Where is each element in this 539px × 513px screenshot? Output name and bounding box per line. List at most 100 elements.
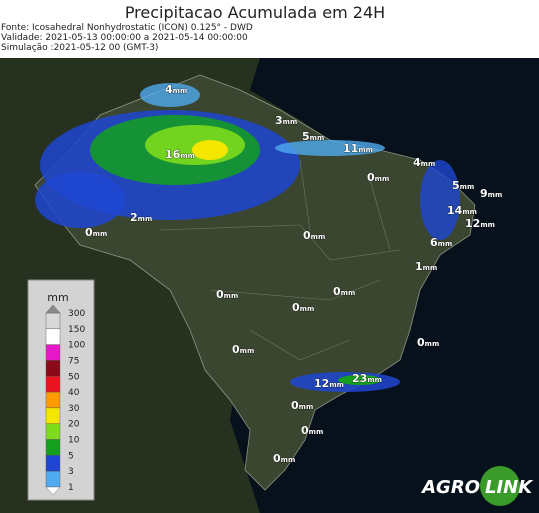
label-value: 1 [415, 260, 423, 273]
label-unit: mm [173, 87, 188, 95]
label-unit: mm [300, 305, 315, 313]
legend-arrow-top [45, 304, 61, 314]
label-value: 0 [291, 399, 299, 412]
label-unit: mm [421, 160, 436, 168]
label-unit: mm [240, 347, 255, 355]
map-label: 0mm [301, 424, 323, 437]
legend-label: 5 [68, 451, 74, 461]
map-label: 0mm [333, 285, 355, 298]
label-value: 5 [452, 179, 460, 192]
legend-swatch [45, 328, 61, 345]
legend-swatch [45, 455, 61, 472]
label-unit: mm [438, 240, 453, 248]
logo-right: LINK [485, 477, 534, 498]
label-unit: mm [480, 221, 495, 229]
legend-box [27, 279, 95, 501]
label-unit: mm [460, 183, 475, 191]
label-value: 3 [275, 114, 283, 127]
map-label: 5mm [452, 179, 474, 192]
precipitation [35, 83, 460, 392]
map-label: 0mm [367, 171, 389, 184]
label-unit: mm [138, 215, 153, 223]
legend-swatch [45, 407, 61, 424]
label-unit: mm [299, 403, 314, 411]
legend-label: 3 [68, 467, 74, 477]
label-unit: mm [224, 292, 239, 300]
label-value: 0 [303, 229, 311, 242]
label-value: 16 [165, 148, 181, 161]
map-label: 9mm [480, 187, 502, 200]
label-unit: mm [488, 191, 503, 199]
title: Precipitacao Acumulada em 24H [125, 3, 385, 22]
label-unit: mm [281, 456, 296, 464]
label-value: 6 [430, 236, 438, 249]
logo-circle [480, 466, 520, 506]
label-value: 2 [130, 211, 138, 224]
label-unit: mm [341, 289, 356, 297]
label-value: 0 [333, 285, 341, 298]
legend-label: 100 [68, 341, 85, 351]
label-unit: mm [329, 381, 344, 389]
map-label: 3mm [275, 114, 297, 127]
label-unit: mm [375, 175, 390, 183]
map-label: 12mm [314, 377, 344, 390]
label-value: 4 [413, 156, 421, 169]
legend-label: 150 [68, 325, 85, 335]
legend-label: 20 [68, 420, 80, 430]
label-unit: mm [311, 233, 326, 241]
map-label: 11mm [343, 142, 373, 155]
map-label: 0mm [417, 336, 439, 349]
validity-line: Validade: 2021-05-13 00:00:00 a 2021-05-… [1, 33, 248, 43]
label-value: 0 [367, 171, 375, 184]
legend-title: mm [47, 291, 68, 304]
map-label: 4mm [165, 83, 187, 96]
legend-label: 300 [68, 309, 85, 319]
legend-swatch [45, 391, 61, 409]
label-unit: mm [180, 152, 195, 160]
source-line: Fonte: Icosahedral Nonhydrostatic (ICON)… [1, 23, 253, 33]
label-value: 0 [301, 424, 309, 437]
label-unit: mm [423, 264, 438, 272]
label-unit: mm [358, 146, 373, 154]
map-label: 0mm [303, 229, 325, 242]
legend-label: 75 [68, 356, 79, 366]
map-label: 0mm [292, 301, 314, 314]
label-unit: mm [283, 118, 298, 126]
map-label: 0mm [85, 226, 107, 239]
legend-swatch [45, 312, 61, 330]
label-value: 5 [302, 130, 310, 143]
label-value: 0 [417, 336, 425, 349]
map-label: 0mm [216, 288, 238, 301]
legend-swatch [45, 376, 61, 393]
label-value: 0 [85, 226, 93, 239]
label-value: 11 [343, 142, 358, 155]
label-value: 9 [480, 187, 488, 200]
label-unit: mm [309, 428, 324, 436]
legend-label: 1 [68, 483, 74, 493]
label-unit: mm [367, 376, 382, 384]
map-label: 2mm [130, 211, 152, 224]
label-unit: mm [310, 134, 325, 142]
label-unit: mm [93, 230, 108, 238]
legend-arrow-bottom [45, 486, 61, 496]
legend-swatch [45, 360, 61, 377]
label-value: 12 [465, 217, 480, 230]
legend-label: 10 [68, 436, 80, 446]
map-label: 1mm [415, 260, 437, 273]
label-value: 23 [352, 372, 367, 385]
label-value: 0 [232, 343, 240, 356]
map-label: 16mm [165, 148, 195, 161]
simulation-line: Simulação :2021-05-12 00 (GMT-3) [1, 43, 158, 53]
label-unit: mm [425, 340, 440, 348]
map-label: 5mm [302, 130, 324, 143]
map-label: 12mm [465, 217, 495, 230]
map-label: 4mm [413, 156, 435, 169]
map-label: 0mm [232, 343, 254, 356]
legend-swatch [45, 423, 61, 440]
label-value: 0 [273, 452, 281, 465]
label-value: 0 [216, 288, 224, 301]
label-value: 4 [165, 83, 173, 96]
legend-swatch [45, 439, 61, 456]
label-value: 12 [314, 377, 329, 390]
